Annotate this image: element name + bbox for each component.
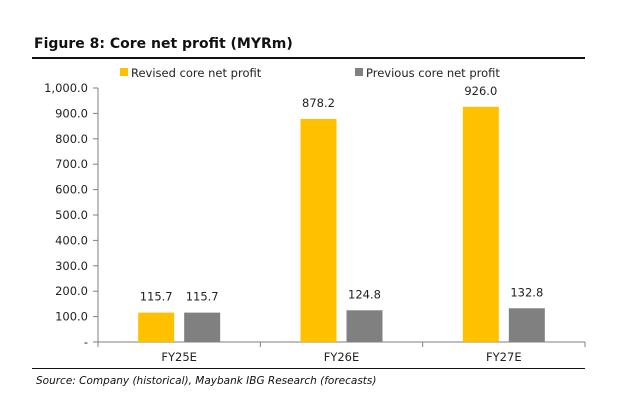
y-tick-label: 300.0 bbox=[55, 259, 88, 273]
legend: Revised core net profit Previous core net… bbox=[120, 66, 500, 80]
data-labels: 115.7 878.2 926.0 115.7 124.8 132.8 bbox=[140, 84, 544, 304]
legend-swatch bbox=[120, 68, 128, 76]
data-label: 132.8 bbox=[510, 285, 543, 299]
y-tick-label: 900.0 bbox=[55, 106, 88, 120]
source-note: Source: Company (historical), Maybank IB… bbox=[36, 375, 377, 387]
data-label: 124.8 bbox=[348, 287, 381, 301]
title-rule bbox=[32, 57, 585, 59]
source-rule bbox=[32, 368, 585, 369]
y-tick-label: 200.0 bbox=[55, 284, 88, 298]
legend-label: Revised core net profit bbox=[131, 66, 262, 80]
data-label: 878.2 bbox=[302, 96, 335, 110]
bar-previous-fy25e bbox=[184, 312, 221, 342]
y-axis: - 100.0 200.0 300.0 400.0 500.0 600.0 700.0 800.… bbox=[44, 81, 99, 349]
x-tick-label: FY26E bbox=[324, 350, 360, 364]
legend-swatch bbox=[355, 68, 363, 76]
y-tick-label: 700.0 bbox=[55, 157, 88, 171]
y-tick-label: - bbox=[84, 335, 88, 349]
figure-title: Figure 8: Core net profit (MYRm) bbox=[34, 36, 293, 52]
y-tick-label: 500.0 bbox=[55, 208, 88, 222]
data-label: 926.0 bbox=[464, 84, 497, 98]
bar-revised-fy27e bbox=[462, 106, 499, 343]
y-tick-label: 100.0 bbox=[55, 310, 88, 324]
legend-label: Previous core net profit bbox=[366, 66, 500, 80]
y-tick-label: 1,000.0 bbox=[44, 81, 88, 95]
bar-revised-fy25e bbox=[138, 312, 175, 342]
y-tick-label: 800.0 bbox=[55, 132, 88, 146]
y-tick-label: 600.0 bbox=[55, 183, 88, 197]
x-axis: FY25E FY26E FY27E bbox=[97, 341, 586, 364]
bar-previous-fy27e bbox=[508, 308, 545, 342]
x-tick-label: FY27E bbox=[486, 350, 522, 364]
data-label: 115.7 bbox=[140, 290, 173, 304]
x-tick-label: FY25E bbox=[161, 350, 197, 364]
data-label: 115.7 bbox=[186, 290, 219, 304]
bar-previous-fy26e bbox=[346, 310, 383, 342]
bar-revised-fy26e bbox=[300, 118, 337, 343]
bars bbox=[138, 106, 545, 343]
y-tick-label: 400.0 bbox=[55, 233, 88, 247]
